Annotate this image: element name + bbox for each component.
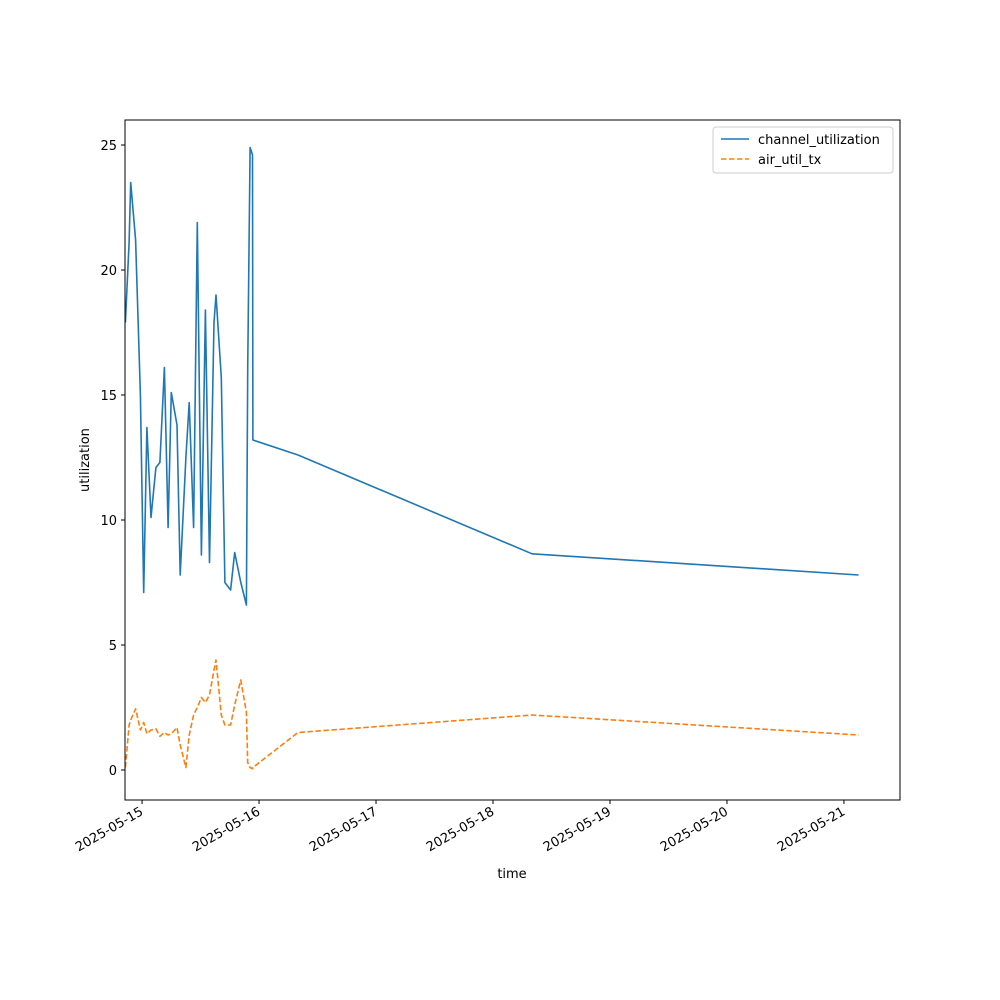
y-tick-label: 20 [100,264,117,279]
x-axis-label: time [497,867,526,882]
series-layer [124,146,859,770]
y-axis-label: utilization [78,428,93,492]
plot-area: 2025-05-15 2025-05-16 2025-05-17 2025-05-18… [73,119,901,855]
plot-background [125,120,900,800]
legend: channel_utilization air_util_tx [712,126,894,174]
series-line-air_util_tx [124,659,859,770]
legend-label: channel_utilization [758,133,880,148]
y-tick-label: 0 [109,764,117,779]
series-line-channel_utilization [124,146,859,606]
plot-border [124,119,901,801]
legend-box [712,126,894,174]
legend-label: air_util_tx [758,153,822,168]
y-tick-label: 25 [100,139,117,154]
y-tick-label: 15 [100,389,117,404]
y-tick-label: 5 [109,639,117,654]
y-tick-label: 10 [100,514,117,529]
y-axis: 0 5 10 15 20 25 [100,139,125,779]
